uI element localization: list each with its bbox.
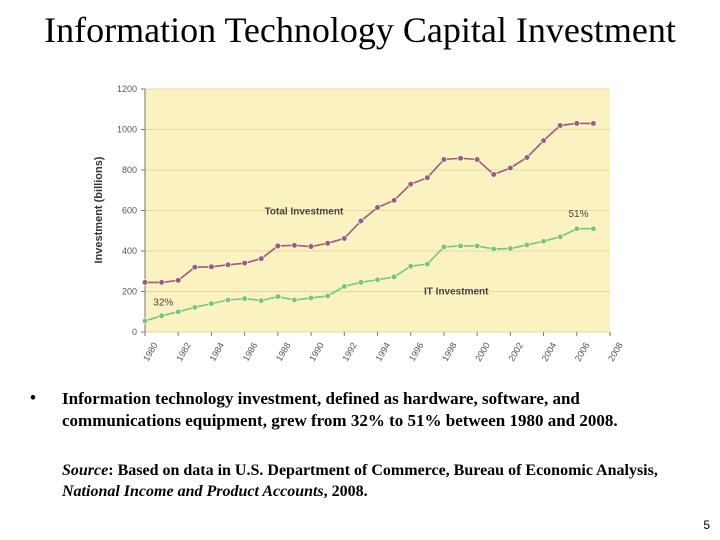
- data-point: [573, 120, 580, 127]
- annotation-label: IT Investment: [424, 287, 489, 298]
- x-tick-label: 2008: [606, 341, 625, 363]
- data-point: [274, 293, 281, 300]
- data-point: [307, 243, 315, 250]
- data-point: [557, 122, 564, 129]
- data-point: [258, 255, 265, 262]
- series-line-total-investment: [145, 122, 594, 284]
- data-point: [208, 263, 215, 270]
- data-point: [341, 235, 348, 242]
- x-tick-label: 2002: [506, 341, 525, 363]
- source-text-1: : Based on data in U.S. Department of Co…: [108, 462, 658, 479]
- x-tick-label: 1980: [141, 341, 160, 363]
- annotation-label: 32%: [153, 297, 173, 308]
- series-line-it-investment: [144, 227, 594, 322]
- x-tick-label: 2006: [573, 341, 592, 363]
- data-point: [523, 154, 531, 161]
- data-point: [440, 156, 448, 163]
- y-tick-label: 0: [132, 327, 137, 337]
- data-point: [324, 240, 331, 247]
- y-tick-label: 600: [122, 206, 137, 216]
- data-point: [258, 297, 265, 304]
- x-tick-label: 1992: [340, 341, 359, 363]
- data-point: [357, 217, 364, 225]
- data-point: [457, 155, 464, 162]
- y-axis-label: Investment (billions): [93, 156, 105, 263]
- data-point: [457, 242, 464, 250]
- y-tick-label: 800: [122, 165, 137, 175]
- x-tick-label: 1986: [241, 341, 260, 363]
- y-tick-label: 1000: [117, 125, 137, 135]
- x-tick-label: 2004: [540, 341, 559, 363]
- data-point: [307, 294, 315, 302]
- data-point: [208, 300, 215, 307]
- source-note: Source: Based on data in U.S. Department…: [62, 460, 692, 502]
- data-point: [141, 279, 149, 286]
- x-tick-label: 1990: [307, 341, 326, 363]
- data-point: [507, 245, 514, 252]
- data-point: [374, 276, 381, 283]
- data-point: [224, 261, 232, 268]
- bullet-marker: •: [30, 388, 36, 407]
- x-tick-label: 1994: [374, 341, 393, 363]
- data-point: [590, 225, 597, 232]
- data-point: [141, 317, 149, 324]
- data-point: [391, 197, 398, 204]
- data-point: [191, 264, 198, 271]
- x-tick-label: 1982: [174, 341, 193, 363]
- data-point: [474, 156, 481, 163]
- data-point: [540, 137, 547, 144]
- data-point: [490, 171, 497, 178]
- bullet-text: Information technology investment, defin…: [62, 389, 618, 430]
- y-tick-label: 1200: [117, 84, 137, 94]
- x-tick-label: 1984: [208, 341, 227, 363]
- data-point: [424, 174, 431, 181]
- source-label: Source: [62, 462, 109, 479]
- data-point: [374, 204, 381, 211]
- data-point: [540, 238, 547, 245]
- data-point: [158, 312, 165, 319]
- data-point: [158, 279, 165, 286]
- data-point: [291, 242, 298, 249]
- x-tick-label: 1998: [440, 341, 459, 363]
- data-point: [490, 245, 497, 253]
- data-point: [175, 277, 182, 284]
- y-tick-label: 400: [122, 246, 137, 256]
- data-point: [291, 296, 298, 304]
- data-point: [324, 292, 331, 300]
- data-point: [557, 233, 564, 240]
- data-point: [407, 181, 414, 188]
- source-publication: National Income and Product Accounts: [62, 483, 324, 500]
- data-point: [507, 164, 514, 172]
- data-point: [474, 242, 481, 250]
- source-text-2: , 2008.: [323, 483, 368, 500]
- data-point: [357, 279, 364, 286]
- line-chart: 0 200 400 600 800 1000 1200 1980 1982 1984 1986 19…: [93, 84, 625, 363]
- data-point: [191, 304, 198, 311]
- x-tick-label: 1988: [274, 341, 293, 363]
- data-point: [523, 241, 531, 249]
- data-point: [590, 120, 597, 127]
- data-point: [440, 243, 448, 251]
- data-point: [341, 283, 348, 290]
- annotation-label: Total Investment: [265, 207, 344, 218]
- data-point: [391, 273, 398, 281]
- slide-title: Information Technology Capital Investmen…: [44, 10, 676, 50]
- data-point: [175, 308, 182, 315]
- data-point: [241, 295, 248, 302]
- data-point: [224, 296, 232, 304]
- data-point: [407, 263, 414, 270]
- annotation-label: 51%: [568, 209, 588, 220]
- x-tick-label: 2000: [473, 341, 492, 363]
- data-point: [424, 261, 431, 268]
- data-point: [274, 242, 281, 250]
- x-tick-label: 1996: [407, 341, 426, 363]
- y-tick-label: 200: [122, 287, 137, 297]
- page-number: 5: [703, 518, 710, 532]
- data-point: [241, 260, 248, 267]
- data-point: [573, 225, 580, 232]
